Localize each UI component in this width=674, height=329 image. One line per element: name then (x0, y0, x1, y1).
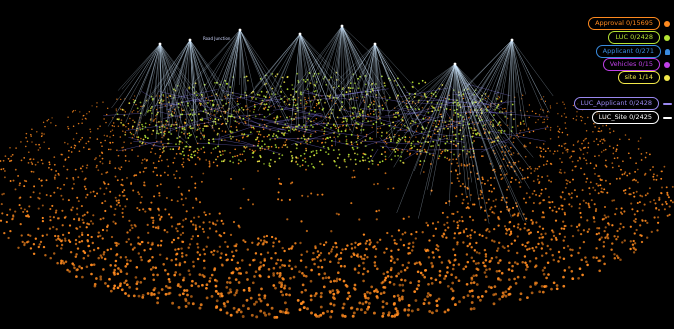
legend-item-site[interactable]: site 1/14 (617, 71, 670, 84)
legend-approval-label: Approval 0/15695 (588, 17, 660, 30)
dot-icon (664, 20, 670, 27)
site-hub-node (298, 32, 302, 36)
legend-item-vehicles[interactable]: Vehicles 0/15 (602, 58, 670, 71)
site-hub-node (373, 42, 377, 46)
site-hub-node (453, 62, 457, 66)
site-hub-node (188, 38, 192, 42)
legend-site-label: site 1/14 (617, 71, 660, 84)
legend-item-luc-site[interactable]: LUC_Site 0/2425 (591, 111, 672, 124)
legend-item-approval[interactable]: Approval 0/15695 (588, 17, 670, 30)
legend-item-luc-applicant[interactable]: LUC_Applicant 0/2428 (573, 97, 672, 110)
legend-luc-applicant-label: LUC_Applicant 0/2428 (573, 97, 659, 110)
legend-luc-site-label: LUC_Site 0/2425 (591, 111, 659, 124)
dot-icon (664, 61, 670, 68)
site-hub-node (238, 28, 242, 32)
luc-site-edges-layer (107, 25, 554, 224)
dot-icon (664, 74, 670, 81)
legend-item-luc[interactable]: LUC 0/2428 (608, 31, 670, 44)
legend-luc-label: LUC 0/2428 (608, 31, 660, 44)
person-icon (665, 48, 670, 55)
line-icon (663, 116, 672, 119)
legend-item-applicant[interactable]: Applicant 0/271 (595, 45, 670, 58)
legend-vehicles-label: Vehicles 0/15 (602, 58, 660, 71)
luc-applicant-edges-layer (103, 80, 550, 163)
legend-applicant-label: Applicant 0/271 (595, 45, 661, 58)
line-icon (663, 102, 672, 105)
site-hub-node (340, 24, 344, 28)
site-hub-node (158, 42, 162, 46)
dot-icon (664, 34, 670, 41)
node-label: Road Junction (203, 36, 231, 41)
site-hub-nodes-layer (158, 24, 514, 66)
layer-legend: Approval 0/15695 LUC 0/2428 Applicant 0/… (554, 0, 674, 329)
site-hub-node (510, 38, 514, 42)
